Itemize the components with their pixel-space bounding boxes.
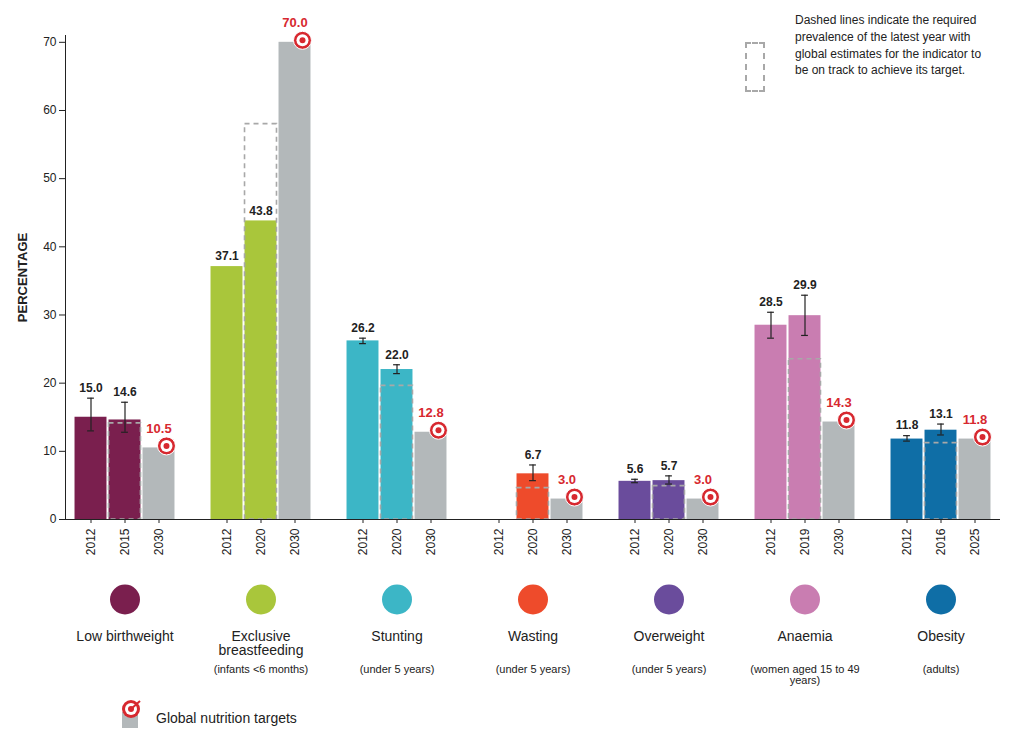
svg-text:Low birthweight: Low birthweight [76,628,173,644]
svg-text:6.7: 6.7 [525,448,542,462]
svg-text:30: 30 [43,308,57,322]
svg-text:2015: 2015 [118,528,132,555]
svg-text:29.9: 29.9 [793,278,817,292]
svg-text:13.1: 13.1 [929,407,953,421]
svg-text:70: 70 [43,35,57,49]
svg-text:50: 50 [43,171,57,185]
svg-text:10.5: 10.5 [146,421,171,436]
svg-text:60: 60 [43,103,57,117]
svg-text:12.8: 12.8 [418,405,443,420]
svg-text:3.0: 3.0 [694,472,712,487]
svg-text:2019: 2019 [798,528,812,555]
svg-text:PERCENTAGE: PERCENTAGE [15,233,30,323]
svg-text:2020: 2020 [526,528,540,555]
svg-text:2030: 2030 [560,528,574,555]
svg-text:Obesity: Obesity [917,628,964,644]
svg-text:2030: 2030 [696,528,710,555]
svg-text:14.6: 14.6 [113,385,137,399]
svg-text:2012: 2012 [900,528,914,555]
svg-text:15.0: 15.0 [79,381,103,395]
svg-text:(infants <6 months): (infants <6 months) [214,663,308,675]
svg-text:(under 5 years): (under 5 years) [360,663,435,675]
svg-text:26.2: 26.2 [351,321,375,335]
svg-text:2012: 2012 [628,528,642,555]
svg-text:Exclusivebreastfeeding: Exclusivebreastfeeding [219,628,304,658]
svg-text:(adults): (adults) [923,663,960,675]
svg-text:2012: 2012 [356,528,370,555]
svg-text:3.0: 3.0 [558,472,576,487]
svg-text:2012: 2012 [764,528,778,555]
svg-text:2030: 2030 [832,528,846,555]
svg-text:(under 5 years): (under 5 years) [496,663,571,675]
svg-text:2012: 2012 [220,528,234,555]
svg-text:2012: 2012 [84,528,98,555]
svg-text:5.6: 5.6 [627,462,644,476]
svg-text:70.0: 70.0 [282,15,307,30]
svg-text:43.8: 43.8 [249,204,273,218]
html-text:Dashed lines indicate the requ: Dashed lines indicate the required preva… [795,13,982,78]
svg-text:22.0: 22.0 [385,348,409,362]
svg-text:(under 5 years): (under 5 years) [632,663,707,675]
svg-text:2030: 2030 [152,528,166,555]
svg-text:10: 10 [43,444,57,458]
svg-text:11.8: 11.8 [963,412,988,427]
svg-text:5.7: 5.7 [661,459,678,473]
svg-text:2020: 2020 [390,528,404,555]
svg-text:Stunting: Stunting [371,628,422,644]
svg-text:20: 20 [43,376,57,390]
svg-text:2016: 2016 [934,528,948,555]
svg-text:2030: 2030 [424,528,438,555]
svg-text:37.1: 37.1 [215,249,239,263]
svg-text:0: 0 [50,512,57,526]
svg-text:2020: 2020 [662,528,676,555]
svg-text:11.8: 11.8 [896,418,919,432]
svg-text:2020: 2020 [254,528,268,555]
svg-text:Wasting: Wasting [508,628,558,644]
svg-text:2012: 2012 [492,528,506,555]
svg-text:(women aged 15 to 49years): (women aged 15 to 49years) [750,663,859,686]
html-text:Global nutrition targets: Global nutrition targets [156,710,297,726]
svg-text:14.3: 14.3 [826,395,851,410]
svg-text:Anaemia: Anaemia [777,628,832,644]
svg-text:Overweight: Overweight [634,628,705,644]
svg-text:2030: 2030 [288,528,302,555]
svg-text:40: 40 [43,240,57,254]
svg-text:28.5: 28.5 [759,295,783,309]
svg-text:2025: 2025 [968,528,982,555]
